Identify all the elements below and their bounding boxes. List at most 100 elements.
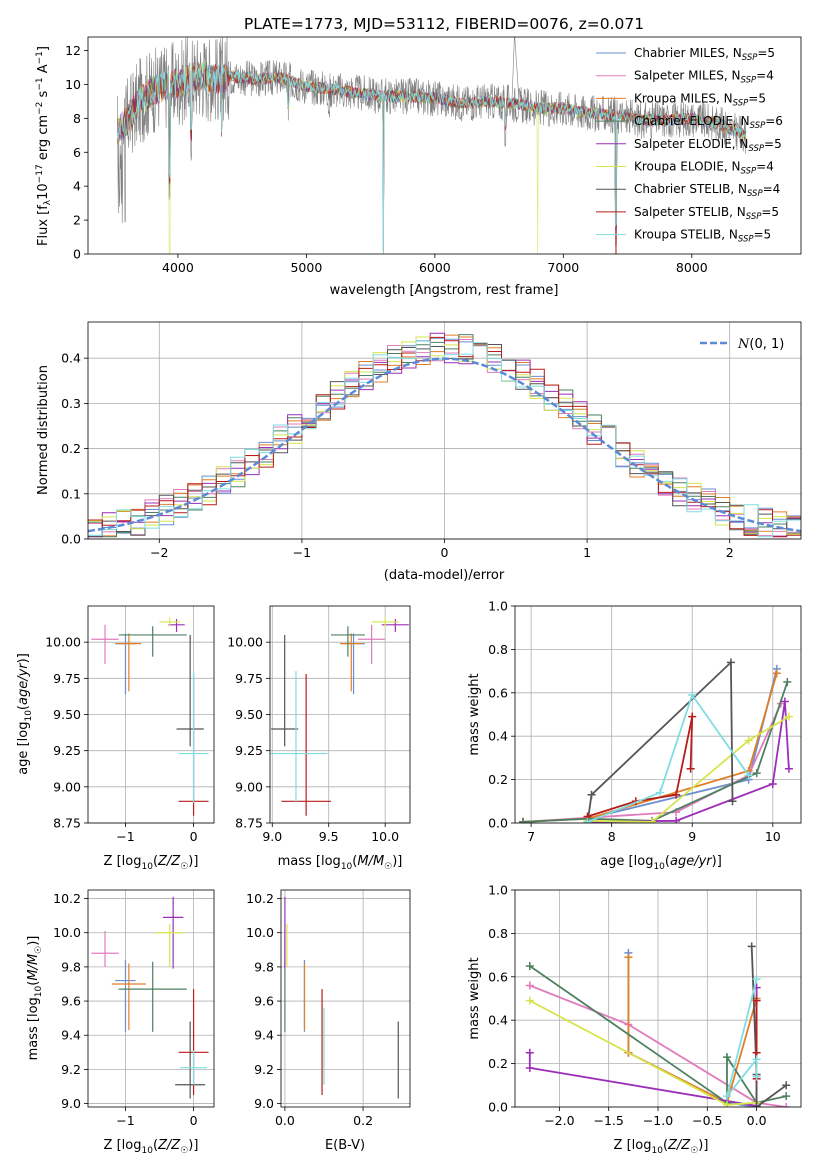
label-part: erg cm: [36, 115, 51, 164]
weight-marker: [728, 797, 737, 806]
y-tick-label: 10.2: [53, 891, 81, 906]
x-tick-label: 0.0: [275, 1113, 295, 1128]
weight-marker: [723, 1092, 732, 1101]
y-tick-label: 8: [73, 111, 81, 126]
label-part: 10: [653, 862, 665, 872]
y-tick-label: 4: [73, 179, 81, 194]
label-part: (: [153, 1138, 158, 1153]
y-tick-label: 1.0: [488, 599, 508, 614]
label-part: M/M: [357, 854, 384, 869]
weight-marker: [782, 1081, 791, 1090]
y-tick-label: 9.75: [53, 671, 81, 686]
label-part: 10: [341, 862, 353, 872]
x-tick-label: 9.0: [262, 829, 282, 844]
y-tick-label: 0.0: [488, 816, 508, 831]
y-tick-label: 0.6: [488, 685, 508, 700]
legend-model-name: Kroupa ELODIE, N: [634, 160, 741, 174]
model-fit-line: [117, 62, 747, 254]
plot-area: [117, 37, 747, 254]
weight-marker: [752, 996, 761, 1005]
y-tick-label: 0.1: [61, 486, 81, 501]
weight-marker: [587, 790, 596, 799]
y-tick-label: 0.0: [488, 1100, 508, 1115]
weight-line: [587, 693, 750, 823]
label-part: Z/Z: [667, 1138, 691, 1153]
plot-area: [284, 896, 399, 1099]
y-axis-label: mass weight: [467, 957, 482, 1039]
y-axis-label: age [log10(age/yr)]: [16, 653, 34, 775]
legend-n-ssp: =4: [756, 160, 774, 174]
legend-subscript: SSP: [742, 53, 758, 63]
legend-entry: Kroupa ELODIE, NSSP=4: [634, 160, 774, 177]
plot-area: [91, 617, 209, 816]
y-tick-label: 9.2: [254, 1062, 274, 1077]
panel-spectrum: 4000 5000 6000 7000 8000 0 2 4 6 8 10 12 Chabrier MI…: [35, 36, 802, 298]
weight-marker: [525, 1063, 534, 1072]
x-axis-label: (data-model)/error: [384, 568, 505, 583]
legend-subscript: SSP: [741, 167, 757, 177]
legend-n-ssp: =5: [764, 137, 782, 151]
weight-marker: [723, 1100, 732, 1107]
label-part: (: [16, 705, 31, 710]
label-part: Z [log: [614, 1138, 652, 1153]
weight-marker: [784, 764, 793, 773]
y-tick-label: 0.2: [488, 1056, 508, 1071]
weight-marker: [688, 690, 697, 699]
label-part: 10: [24, 710, 34, 722]
label-part: age/yr: [16, 662, 31, 705]
y-tick-label: 9.25: [235, 743, 263, 758]
y-tick-label: 0.4: [488, 1013, 508, 1028]
label-part: 10: [34, 985, 44, 997]
legend-model-name: Chabrier MILES, N: [634, 46, 742, 60]
label-part: )]: [26, 936, 41, 946]
y-tick-label: 2: [73, 213, 81, 228]
x-tick-label: 0: [190, 829, 198, 844]
y-tick-label: 0.8: [488, 926, 508, 941]
y-axis-label: Normed distribution: [36, 365, 51, 495]
label-part: ☉: [180, 1146, 188, 1156]
label-part: ☉: [180, 862, 188, 872]
x-tick-label: 0: [441, 545, 449, 560]
label-part: age/yr: [670, 854, 713, 869]
y-tick-label: 6: [73, 145, 81, 160]
weight-marker: [519, 817, 528, 823]
weight-marker: [525, 961, 534, 970]
label-part: −2: [35, 102, 45, 115]
label-part: mass [log: [278, 854, 341, 869]
label-part: N: [737, 337, 750, 352]
residual-histogram: [88, 336, 801, 538]
x-tick-label: −1: [116, 1113, 134, 1128]
x-tick-label: −1: [293, 545, 311, 560]
y-tick-label: 9.50: [235, 707, 263, 722]
label-part: 10: [651, 1146, 663, 1156]
legend-entry: Salpeter STELIB, NSSP=5: [634, 205, 779, 222]
x-tick-label: 7000: [547, 260, 579, 275]
legend-subscript: SSP: [733, 98, 749, 108]
legend-entry: Kroupa MILES, NSSP=5: [634, 91, 766, 108]
weight-marker: [656, 788, 665, 797]
x-tick-label: 0: [190, 1113, 198, 1128]
y-tick-label: 9.6: [61, 994, 81, 1009]
y-tick-label: 8.75: [53, 816, 81, 831]
y-tick-label: 9.0: [254, 1096, 274, 1111]
weight-marker: [780, 697, 789, 706]
legend-subscript: SSP: [738, 235, 754, 245]
x-tick-label: −2.0: [544, 1113, 574, 1128]
y-tick-label: 0: [73, 247, 81, 262]
label-part: M/M: [26, 954, 41, 981]
x-tick-label: −1.0: [643, 1113, 673, 1128]
label-part: ]: [36, 46, 51, 51]
y-tick-label: 0.2: [61, 441, 81, 456]
label-part: (: [665, 854, 670, 869]
weight-line: [523, 681, 789, 823]
weight-marker: [723, 1053, 732, 1062]
y-tick-label: 8.75: [235, 816, 263, 831]
legend-entry: Salpeter MILES, NSSP=4: [634, 69, 774, 86]
y-tick-label: 10.0: [246, 925, 274, 940]
label-part: Z/Z: [157, 854, 181, 869]
weight-marker: [747, 942, 756, 951]
y-tick-label: 9.00: [235, 779, 263, 794]
legend-entry: Kroupa STELIB, NSSP=5: [634, 228, 771, 245]
legend-entry: Chabrier STELIB, NSSP=4: [634, 182, 780, 199]
label-part: Z [log: [104, 854, 142, 869]
